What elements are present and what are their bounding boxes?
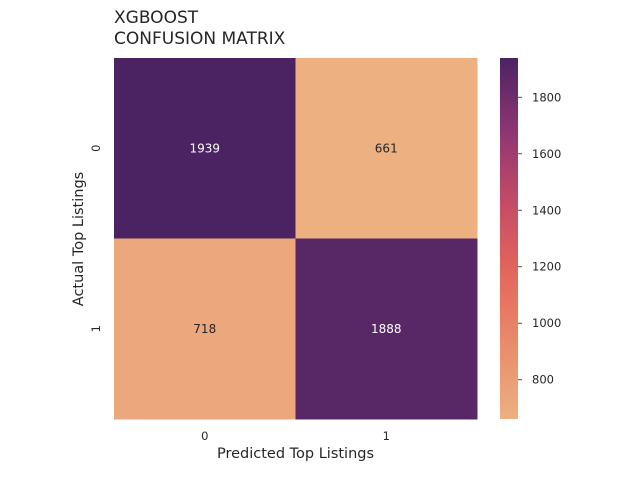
y-tick-label: 0 (89, 145, 103, 152)
cell-value-1-1: 1888 (371, 322, 402, 336)
y-axis-ticks: 01 (89, 145, 103, 333)
heatmap-cell-0-0 (114, 58, 296, 239)
colorbar-tick-label: 1000 (532, 316, 561, 330)
colorbar (500, 58, 518, 419)
chart-title-line-2: CONFUSION MATRIX (114, 29, 286, 49)
heatmap-cell-1-0 (114, 238, 296, 420)
x-axis-label: Predicted Top Listings (217, 446, 374, 462)
cell-value-1-0: 718 (193, 322, 216, 336)
chart-title-line-1: XGBOOST (114, 8, 199, 28)
heatmap-cell-1-1 (295, 238, 478, 420)
heatmap-cell-0-1 (295, 58, 478, 239)
colorbar-ticks: 800 1000 1200 1400 1600 1800 (518, 90, 561, 387)
colorbar-tick-label: 1400 (532, 203, 561, 217)
y-tick-label: 1 (89, 325, 103, 332)
colorbar-tick-label: 1600 (532, 147, 561, 161)
heatmap-cells: 1939 661 718 1888 (114, 58, 478, 420)
colorbar-tick-label: 1200 (532, 260, 561, 274)
colorbar-tick-label: 1800 (532, 90, 561, 104)
colorbar-tick-label: 800 (532, 373, 554, 387)
cell-value-0-0: 1939 (189, 141, 220, 155)
y-axis-label: Actual Top Listings (71, 172, 87, 306)
cell-value-0-1: 661 (375, 141, 398, 155)
x-tick-label: 1 (383, 429, 390, 443)
x-tick-label: 0 (201, 429, 208, 443)
